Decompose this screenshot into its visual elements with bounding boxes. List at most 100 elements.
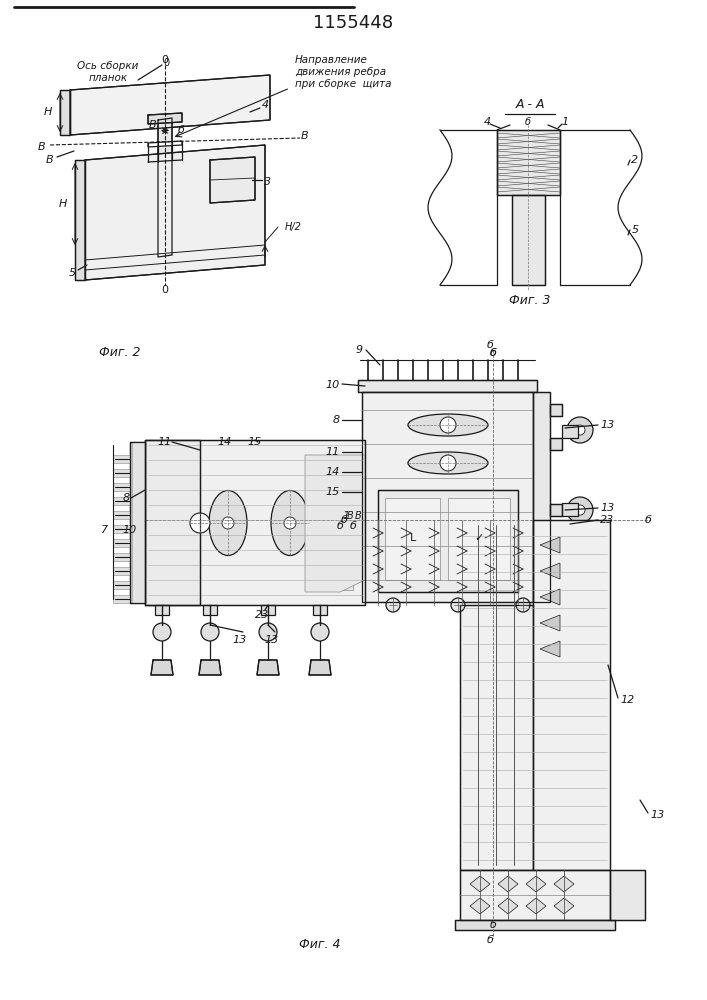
Circle shape bbox=[440, 455, 456, 471]
Polygon shape bbox=[554, 876, 574, 892]
Text: Направление
движения ребра
при сборке  щита: Направление движения ребра при сборке щи… bbox=[295, 55, 392, 89]
Polygon shape bbox=[309, 660, 331, 675]
Text: B: B bbox=[46, 155, 54, 165]
Polygon shape bbox=[60, 90, 70, 135]
Polygon shape bbox=[113, 511, 130, 519]
Ellipse shape bbox=[209, 490, 247, 556]
Text: 1155448: 1155448 bbox=[313, 14, 393, 32]
Polygon shape bbox=[312, 455, 330, 590]
Circle shape bbox=[153, 623, 171, 641]
Ellipse shape bbox=[408, 414, 488, 436]
Text: 0: 0 bbox=[161, 285, 168, 295]
Circle shape bbox=[222, 517, 234, 529]
Polygon shape bbox=[498, 898, 518, 914]
Text: 23: 23 bbox=[255, 610, 269, 620]
Text: 4: 4 bbox=[484, 117, 491, 127]
Polygon shape bbox=[132, 442, 145, 603]
Text: 0: 0 bbox=[161, 55, 168, 65]
Text: 13: 13 bbox=[233, 635, 247, 645]
Text: B: B bbox=[355, 511, 361, 521]
Polygon shape bbox=[151, 660, 173, 675]
Circle shape bbox=[516, 598, 530, 612]
Polygon shape bbox=[148, 141, 182, 147]
Polygon shape bbox=[358, 380, 537, 392]
Polygon shape bbox=[75, 160, 85, 280]
Polygon shape bbox=[158, 118, 172, 257]
Text: H/2: H/2 bbox=[285, 222, 302, 232]
Text: 7: 7 bbox=[101, 525, 109, 535]
Circle shape bbox=[451, 598, 465, 612]
Ellipse shape bbox=[271, 490, 309, 556]
Text: 11: 11 bbox=[326, 447, 340, 457]
Text: 4: 4 bbox=[262, 100, 269, 110]
Polygon shape bbox=[540, 537, 560, 553]
Text: б: б bbox=[525, 117, 531, 127]
Polygon shape bbox=[113, 567, 130, 575]
Text: 3: 3 bbox=[264, 177, 271, 187]
Polygon shape bbox=[497, 130, 560, 195]
Text: B: B bbox=[38, 142, 46, 152]
Text: 12: 12 bbox=[620, 695, 634, 705]
Polygon shape bbox=[145, 440, 365, 605]
Text: 1: 1 bbox=[343, 511, 350, 521]
Polygon shape bbox=[113, 483, 130, 491]
Text: B: B bbox=[149, 120, 157, 130]
Polygon shape bbox=[113, 539, 130, 547]
Polygon shape bbox=[113, 469, 130, 477]
Text: H: H bbox=[44, 107, 52, 117]
Polygon shape bbox=[362, 392, 533, 602]
Text: 9: 9 bbox=[356, 345, 363, 355]
Text: 0: 0 bbox=[163, 58, 169, 68]
Polygon shape bbox=[113, 581, 130, 589]
Text: Фиг. 4: Фиг. 4 bbox=[299, 938, 341, 950]
Polygon shape bbox=[526, 876, 546, 892]
Polygon shape bbox=[155, 605, 169, 615]
Polygon shape bbox=[533, 392, 550, 602]
Polygon shape bbox=[335, 455, 353, 590]
Polygon shape bbox=[610, 870, 645, 920]
Text: 10: 10 bbox=[123, 525, 137, 535]
Text: 5: 5 bbox=[631, 225, 638, 235]
Text: 2: 2 bbox=[631, 155, 638, 165]
Polygon shape bbox=[85, 145, 265, 280]
Circle shape bbox=[440, 417, 456, 433]
Polygon shape bbox=[113, 595, 130, 603]
Polygon shape bbox=[455, 920, 615, 930]
Circle shape bbox=[201, 623, 219, 641]
Polygon shape bbox=[470, 898, 490, 914]
Circle shape bbox=[311, 623, 329, 641]
Polygon shape bbox=[385, 498, 440, 580]
Polygon shape bbox=[540, 641, 560, 657]
Text: б: б bbox=[341, 515, 348, 525]
Circle shape bbox=[575, 425, 585, 435]
Circle shape bbox=[190, 513, 210, 533]
Polygon shape bbox=[448, 498, 510, 580]
Text: 1: 1 bbox=[561, 117, 568, 127]
Polygon shape bbox=[562, 425, 578, 438]
Polygon shape bbox=[554, 898, 574, 914]
Text: 10: 10 bbox=[326, 380, 340, 390]
Text: 11: 11 bbox=[158, 437, 172, 447]
Text: B: B bbox=[346, 511, 354, 521]
Text: 15: 15 bbox=[326, 487, 340, 497]
Text: 14: 14 bbox=[326, 467, 340, 477]
Text: 8: 8 bbox=[122, 493, 129, 503]
Text: ✓: ✓ bbox=[474, 533, 484, 543]
Polygon shape bbox=[113, 553, 130, 561]
Polygon shape bbox=[498, 876, 518, 892]
Text: б: б bbox=[349, 521, 356, 531]
Polygon shape bbox=[257, 660, 279, 675]
Polygon shape bbox=[550, 438, 562, 450]
Polygon shape bbox=[113, 525, 130, 533]
Text: 13: 13 bbox=[265, 635, 279, 645]
Text: б: б bbox=[486, 935, 493, 945]
Polygon shape bbox=[550, 504, 562, 516]
Text: 13: 13 bbox=[650, 810, 665, 820]
Text: А - А: А - А bbox=[515, 99, 545, 111]
Circle shape bbox=[259, 623, 277, 641]
Polygon shape bbox=[550, 404, 562, 416]
Polygon shape bbox=[533, 520, 610, 870]
Text: б: б bbox=[489, 348, 496, 358]
Text: б: б bbox=[486, 340, 493, 350]
Text: 8: 8 bbox=[333, 415, 340, 425]
